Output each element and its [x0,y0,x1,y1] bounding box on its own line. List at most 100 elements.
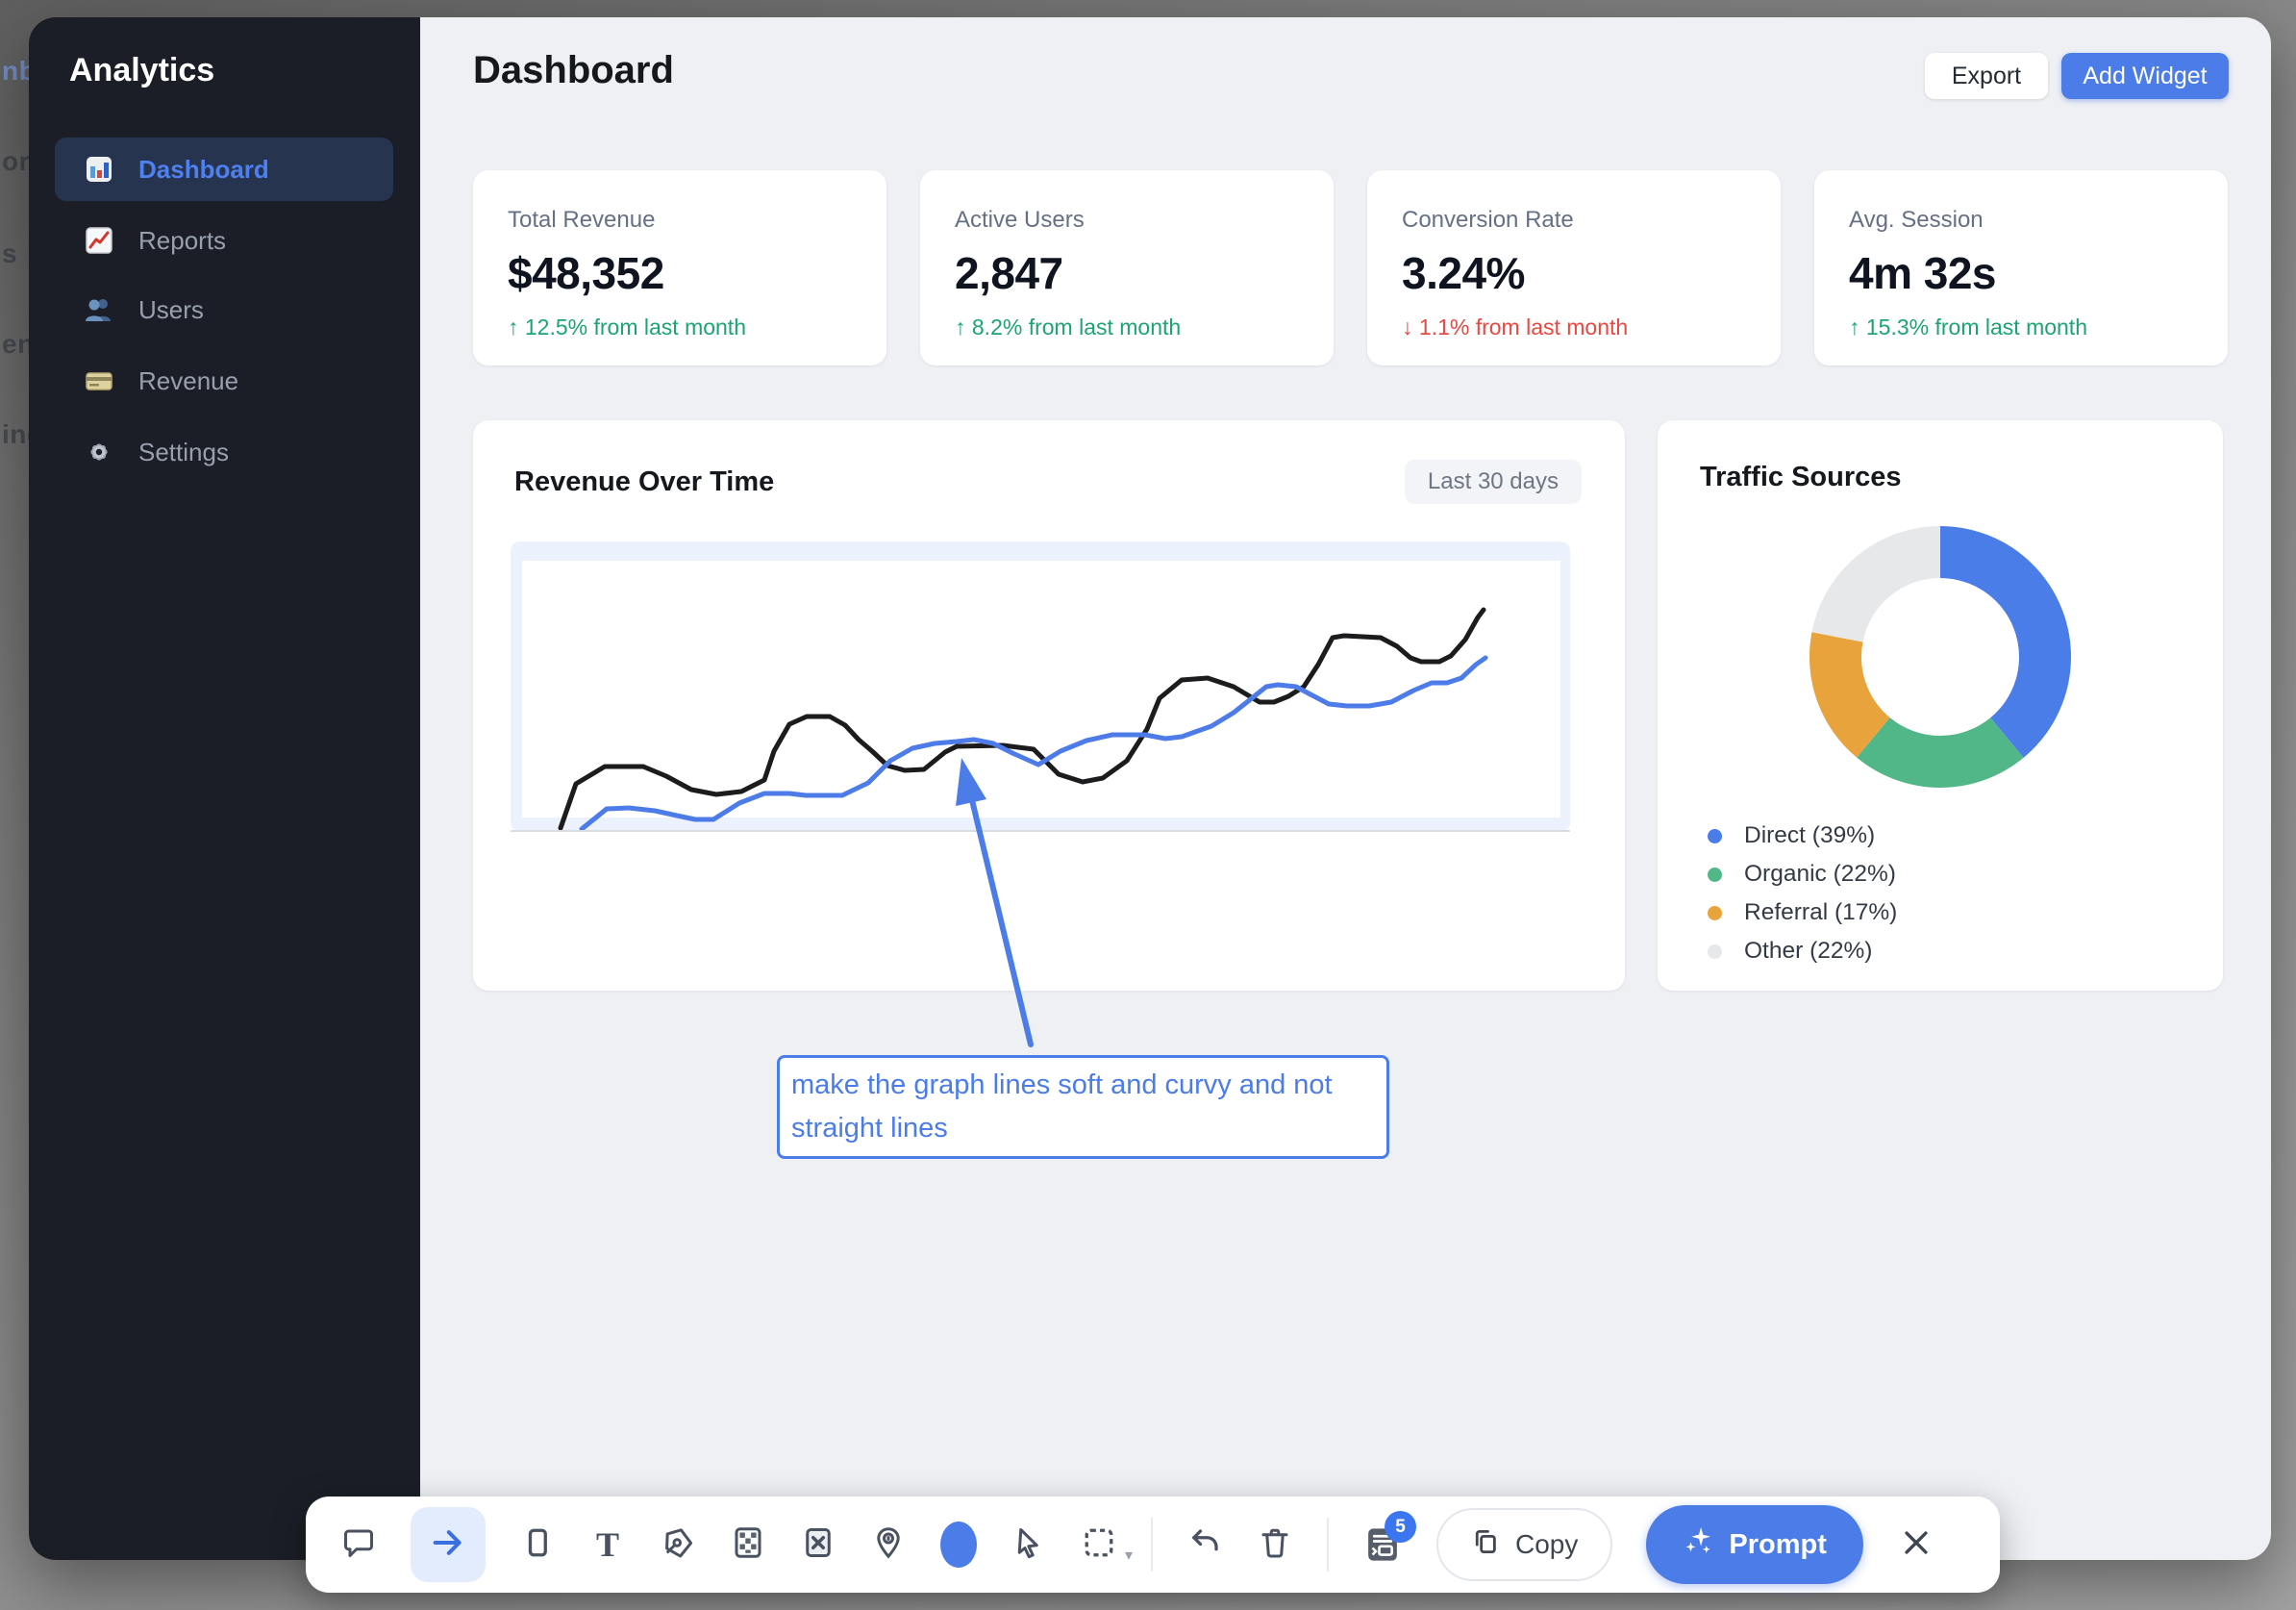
prompt-button[interactable]: Prompt [1646,1505,1863,1584]
rectangle-icon [520,1525,555,1565]
traffic-donut-chart [1796,513,2084,801]
traffic-legend: Direct (39%) Organic (22%) Referral (17%… [1708,817,1897,970]
sidebar-item-label: Users [138,294,204,324]
stat-delta: ↑ 12.5% from last month [508,314,746,340]
sidebar-item-label: Dashboard [138,154,269,184]
cursor-tool-button[interactable] [1011,1526,1047,1563]
stats-row: Total Revenue $48,352 ↑ 12.5% from last … [473,170,2228,365]
arrow-tool-button[interactable] [411,1507,486,1582]
app-title: Analytics [69,52,215,88]
stat-label: Active Users [955,207,1085,233]
stat-delta: ↓ 1.1% from last month [1402,314,1629,340]
undo-button[interactable] [1186,1526,1223,1563]
copy-button[interactable]: Copy [1436,1508,1613,1581]
main-content: Dashboard Export Add Widget Total Revenu… [420,17,2271,1560]
sidebar-item-revenue[interactable]: Revenue [55,349,393,413]
legend-dot-organic [1708,867,1722,882]
dashed-selection-icon [1082,1525,1116,1565]
annotations-list-button[interactable]: 5 [1362,1511,1416,1565]
rectangle-tool-button[interactable] [519,1526,556,1563]
add-widget-button[interactable]: Add Widget [2061,53,2229,99]
prompt-button-label: Prompt [1729,1528,1827,1560]
comment-tool-button[interactable] [340,1526,377,1563]
speech-bubble-icon [341,1525,376,1565]
grid-icon [731,1525,765,1565]
delete-button[interactable] [1257,1526,1293,1563]
select-area-tool-button[interactable]: ▾ [1081,1525,1133,1565]
legend-item-organic: Organic (22%) [1708,855,1897,893]
stat-delta: ↑ 15.3% from last month [1849,314,2087,340]
annotation-text-box[interactable]: make the graph lines soft and curvy and … [777,1055,1389,1159]
close-toolbar-button[interactable] [1897,1525,1935,1564]
chart-increasing-icon [83,224,115,257]
chart-baseline [511,830,1570,832]
legend-item-referral: Referral (17%) [1708,893,1897,932]
stat-card-conversion-rate: Conversion Rate 3.24% ↓ 1.1% from last m… [1367,170,1781,365]
legend-label: Direct (39%) [1744,822,1876,848]
undo-icon [1187,1525,1222,1565]
stat-value: 2,847 [955,248,1063,298]
date-range-pill[interactable]: Last 30 days [1404,460,1582,504]
checkbox-tool-button[interactable] [800,1526,836,1563]
stat-label: Conversion Rate [1402,207,1574,233]
chevron-down-icon[interactable]: ▾ [1124,1547,1133,1564]
legend-item-direct: Direct (39%) [1708,817,1897,855]
legend-item-other: Other (22%) [1708,932,1897,970]
sidebar-item-settings[interactable]: Settings [55,420,393,484]
blue-circle-icon [940,1522,977,1568]
sidebar: Analytics Dashboard Reports Users Revenu… [29,17,420,1560]
legend-dot-referral [1708,905,1722,920]
traffic-sources-card: Traffic Sources Direct (39%) Organic (22… [1658,420,2223,991]
close-icon [1900,1526,1933,1564]
stat-label: Avg. Session [1849,207,1984,233]
pen-tool-button[interactable] [660,1526,696,1563]
stat-value: 4m 32s [1849,248,1997,298]
credit-card-icon [83,365,115,397]
revenue-line-blue [579,655,1488,832]
copy-icon [1471,1527,1500,1563]
sidebar-item-label: Settings [138,437,229,466]
gear-icon [83,436,115,468]
page-title: Dashboard [473,49,674,91]
sparkles-icon [1683,1524,1715,1565]
legend-label: Organic (22%) [1744,861,1896,887]
sidebar-item-users[interactable]: Users [55,278,393,341]
stat-card-avg-session: Avg. Session 4m 32s ↑ 15.3% from last mo… [1814,170,2228,365]
text-tool-button[interactable]: T [589,1526,626,1563]
revenue-chart-panel [511,541,1570,832]
sidebar-item-dashboard[interactable]: Dashboard [55,138,393,201]
toolbar-divider [1327,1518,1329,1572]
grid-tool-button[interactable] [730,1526,766,1563]
stat-card-active-users: Active Users 2,847 ↑ 8.2% from last mont… [920,170,1334,365]
stat-delta: ↑ 8.2% from last month [955,314,1182,340]
text-tool-icon: T [595,1525,619,1564]
revenue-over-time-card: Revenue Over Time Last 30 days [473,420,1625,991]
legend-dot-direct [1708,828,1722,843]
sidebar-item-reports[interactable]: Reports [55,209,393,272]
donut-segment-organic [1809,526,2071,788]
stat-card-total-revenue: Total Revenue $48,352 ↑ 12.5% from last … [473,170,886,365]
revenue-line-dark [558,607,1486,831]
pin-tool-button[interactable] [870,1526,907,1563]
color-swatch-button[interactable] [940,1522,977,1568]
annotation-count-badge: 5 [1385,1511,1416,1543]
toolbar-divider [1151,1518,1153,1572]
stat-label: Total Revenue [508,207,656,233]
annotation-toolbar: T ▾ [306,1497,2000,1593]
revenue-line-chart [558,607,1488,832]
x-box-icon [801,1525,836,1565]
legend-label: Referral (17%) [1744,899,1898,925]
legend-label: Other (22%) [1744,938,1873,964]
receipt-icon [1362,1528,1403,1569]
background-text-fragment: s [2,239,18,268]
users-icon [83,293,115,326]
screenshot-overlay: Analytics Dashboard Reports Users Revenu… [29,17,2271,1560]
legend-dot-other [1708,943,1722,959]
export-button[interactable]: Export [1925,53,2048,99]
donut-segment-other [1809,526,2071,788]
copy-button-label: Copy [1515,1529,1579,1559]
traffic-sources-title: Traffic Sources [1700,462,1902,492]
donut-segment-referral [1809,526,2071,788]
sidebar-item-label: Revenue [138,365,239,395]
revenue-chart-title: Revenue Over Time [514,466,775,497]
